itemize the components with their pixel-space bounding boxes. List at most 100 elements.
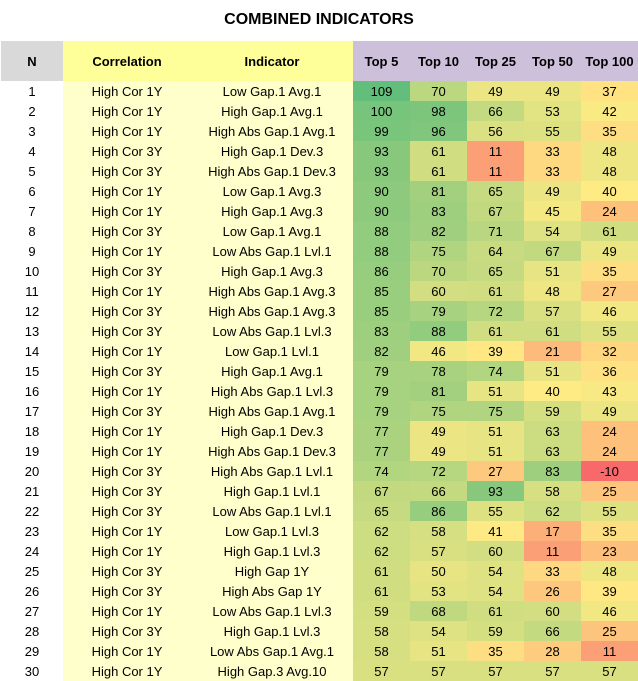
table-row: 24 High Cor 1Y High Gap.1 Lvl.3 62 57 60 11 23 bbox=[1, 541, 638, 561]
table-row: 9 High Cor 1Y Low Abs Gap.1 Lvl.1 88 75 64 67 4… bbox=[1, 241, 638, 261]
top100-value-cell: 27 bbox=[581, 281, 638, 301]
col-header-indicator: Indicator bbox=[191, 41, 353, 81]
row-number-cell: 17 bbox=[1, 401, 63, 421]
top25-value-cell: 54 bbox=[467, 561, 524, 581]
row-number-cell: 14 bbox=[1, 341, 63, 361]
row-number-cell: 12 bbox=[1, 301, 63, 321]
indicator-cell: High Abs Gap.1 Dev.3 bbox=[191, 161, 353, 181]
top50-value-cell: 49 bbox=[524, 81, 581, 101]
row-number-cell: 22 bbox=[1, 501, 63, 521]
table-row: 6 High Cor 1Y Low Gap.1 Avg.3 90 81 65 49 40 bbox=[1, 181, 638, 201]
top50-value-cell: 58 bbox=[524, 481, 581, 501]
top25-value-cell: 49 bbox=[467, 81, 524, 101]
col-header-top25: Top 25 bbox=[467, 41, 524, 81]
correlation-cell: High Cor 1Y bbox=[63, 601, 191, 621]
top5-value-cell: 65 bbox=[353, 501, 410, 521]
top25-value-cell: 39 bbox=[467, 341, 524, 361]
indicator-cell: Low Gap.1 Avg.1 bbox=[191, 221, 353, 241]
top10-value-cell: 53 bbox=[410, 581, 467, 601]
row-number-cell: 9 bbox=[1, 241, 63, 261]
top25-value-cell: 11 bbox=[467, 141, 524, 161]
row-number-cell: 13 bbox=[1, 321, 63, 341]
row-number-cell: 2 bbox=[1, 101, 63, 121]
col-header-correlation: Correlation bbox=[63, 41, 191, 81]
top10-value-cell: 51 bbox=[410, 641, 467, 661]
top5-value-cell: 79 bbox=[353, 361, 410, 381]
indicator-cell: High Abs Gap.1 Lvl.1 bbox=[191, 461, 353, 481]
top5-value-cell: 83 bbox=[353, 321, 410, 341]
top5-value-cell: 100 bbox=[353, 101, 410, 121]
table-row: 11 High Cor 1Y High Abs Gap.1 Avg.3 85 60 61 4… bbox=[1, 281, 638, 301]
top50-value-cell: 33 bbox=[524, 561, 581, 581]
indicator-cell: Low Abs Gap.1 Avg.1 bbox=[191, 641, 353, 661]
top25-value-cell: 27 bbox=[467, 461, 524, 481]
top50-value-cell: 28 bbox=[524, 641, 581, 661]
top25-value-cell: 64 bbox=[467, 241, 524, 261]
correlation-cell: High Cor 3Y bbox=[63, 161, 191, 181]
correlation-cell: High Cor 1Y bbox=[63, 201, 191, 221]
top50-value-cell: 26 bbox=[524, 581, 581, 601]
table-row: 16 High Cor 1Y High Abs Gap.1 Lvl.3 79 81 51 4… bbox=[1, 381, 638, 401]
correlation-cell: High Cor 1Y bbox=[63, 341, 191, 361]
top5-value-cell: 74 bbox=[353, 461, 410, 481]
top100-value-cell: 42 bbox=[581, 101, 638, 121]
top100-value-cell: 24 bbox=[581, 441, 638, 461]
table-row: 17 High Cor 3Y High Abs Gap.1 Avg.1 79 75 75 5… bbox=[1, 401, 638, 421]
indicator-cell: High Abs Gap.1 Avg.1 bbox=[191, 401, 353, 421]
correlation-cell: High Cor 1Y bbox=[63, 641, 191, 661]
correlation-cell: High Cor 1Y bbox=[63, 661, 191, 681]
top10-value-cell: 75 bbox=[410, 401, 467, 421]
indicator-cell: Low Abs Gap.1 Lvl.3 bbox=[191, 601, 353, 621]
table-row: 20 High Cor 3Y High Abs Gap.1 Lvl.1 74 72 27 8… bbox=[1, 461, 638, 481]
indicator-cell: Low Abs Gap.1 Lvl.1 bbox=[191, 241, 353, 261]
top100-value-cell: 57 bbox=[581, 661, 638, 681]
top25-value-cell: 93 bbox=[467, 481, 524, 501]
correlation-cell: High Cor 1Y bbox=[63, 421, 191, 441]
indicator-cell: High Gap.1 Avg.3 bbox=[191, 201, 353, 221]
top100-value-cell: 61 bbox=[581, 221, 638, 241]
top25-value-cell: 56 bbox=[467, 121, 524, 141]
indicator-cell: Low Abs Gap.1 Lvl.1 bbox=[191, 501, 353, 521]
indicator-cell: High Gap.3 Avg.10 bbox=[191, 661, 353, 681]
top25-value-cell: 74 bbox=[467, 361, 524, 381]
indicator-cell: High Gap.1 Lvl.3 bbox=[191, 621, 353, 641]
row-number-cell: 4 bbox=[1, 141, 63, 161]
row-number-cell: 1 bbox=[1, 81, 63, 101]
top25-value-cell: 51 bbox=[467, 381, 524, 401]
row-number-cell: 7 bbox=[1, 201, 63, 221]
top10-value-cell: 57 bbox=[410, 661, 467, 681]
table-body: 1 High Cor 1Y Low Gap.1 Avg.1 109 70 49 49 37 2 H… bbox=[1, 81, 638, 681]
top10-value-cell: 70 bbox=[410, 81, 467, 101]
correlation-cell: High Cor 1Y bbox=[63, 181, 191, 201]
top100-value-cell: 35 bbox=[581, 261, 638, 281]
top10-value-cell: 61 bbox=[410, 161, 467, 181]
top10-value-cell: 57 bbox=[410, 541, 467, 561]
top100-value-cell: 37 bbox=[581, 81, 638, 101]
top10-value-cell: 46 bbox=[410, 341, 467, 361]
top5-value-cell: 85 bbox=[353, 281, 410, 301]
top25-value-cell: 51 bbox=[467, 421, 524, 441]
top100-value-cell: 24 bbox=[581, 201, 638, 221]
top100-value-cell: 55 bbox=[581, 501, 638, 521]
top5-value-cell: 61 bbox=[353, 581, 410, 601]
row-number-cell: 10 bbox=[1, 261, 63, 281]
top5-value-cell: 90 bbox=[353, 181, 410, 201]
indicator-cell: High Gap.1 Avg.1 bbox=[191, 101, 353, 121]
top10-value-cell: 79 bbox=[410, 301, 467, 321]
top10-value-cell: 68 bbox=[410, 601, 467, 621]
top5-value-cell: 62 bbox=[353, 541, 410, 561]
top50-value-cell: 54 bbox=[524, 221, 581, 241]
top100-value-cell: 36 bbox=[581, 361, 638, 381]
table-row: 2 High Cor 1Y High Gap.1 Avg.1 100 98 66 53 42 bbox=[1, 101, 638, 121]
row-number-cell: 11 bbox=[1, 281, 63, 301]
correlation-cell: High Cor 3Y bbox=[63, 481, 191, 501]
correlation-cell: High Cor 3Y bbox=[63, 221, 191, 241]
correlation-cell: High Cor 3Y bbox=[63, 301, 191, 321]
correlation-cell: High Cor 1Y bbox=[63, 101, 191, 121]
top100-value-cell: 24 bbox=[581, 421, 638, 441]
correlation-cell: High Cor 1Y bbox=[63, 241, 191, 261]
row-number-cell: 20 bbox=[1, 461, 63, 481]
top5-value-cell: 59 bbox=[353, 601, 410, 621]
row-number-cell: 6 bbox=[1, 181, 63, 201]
top50-value-cell: 51 bbox=[524, 261, 581, 281]
